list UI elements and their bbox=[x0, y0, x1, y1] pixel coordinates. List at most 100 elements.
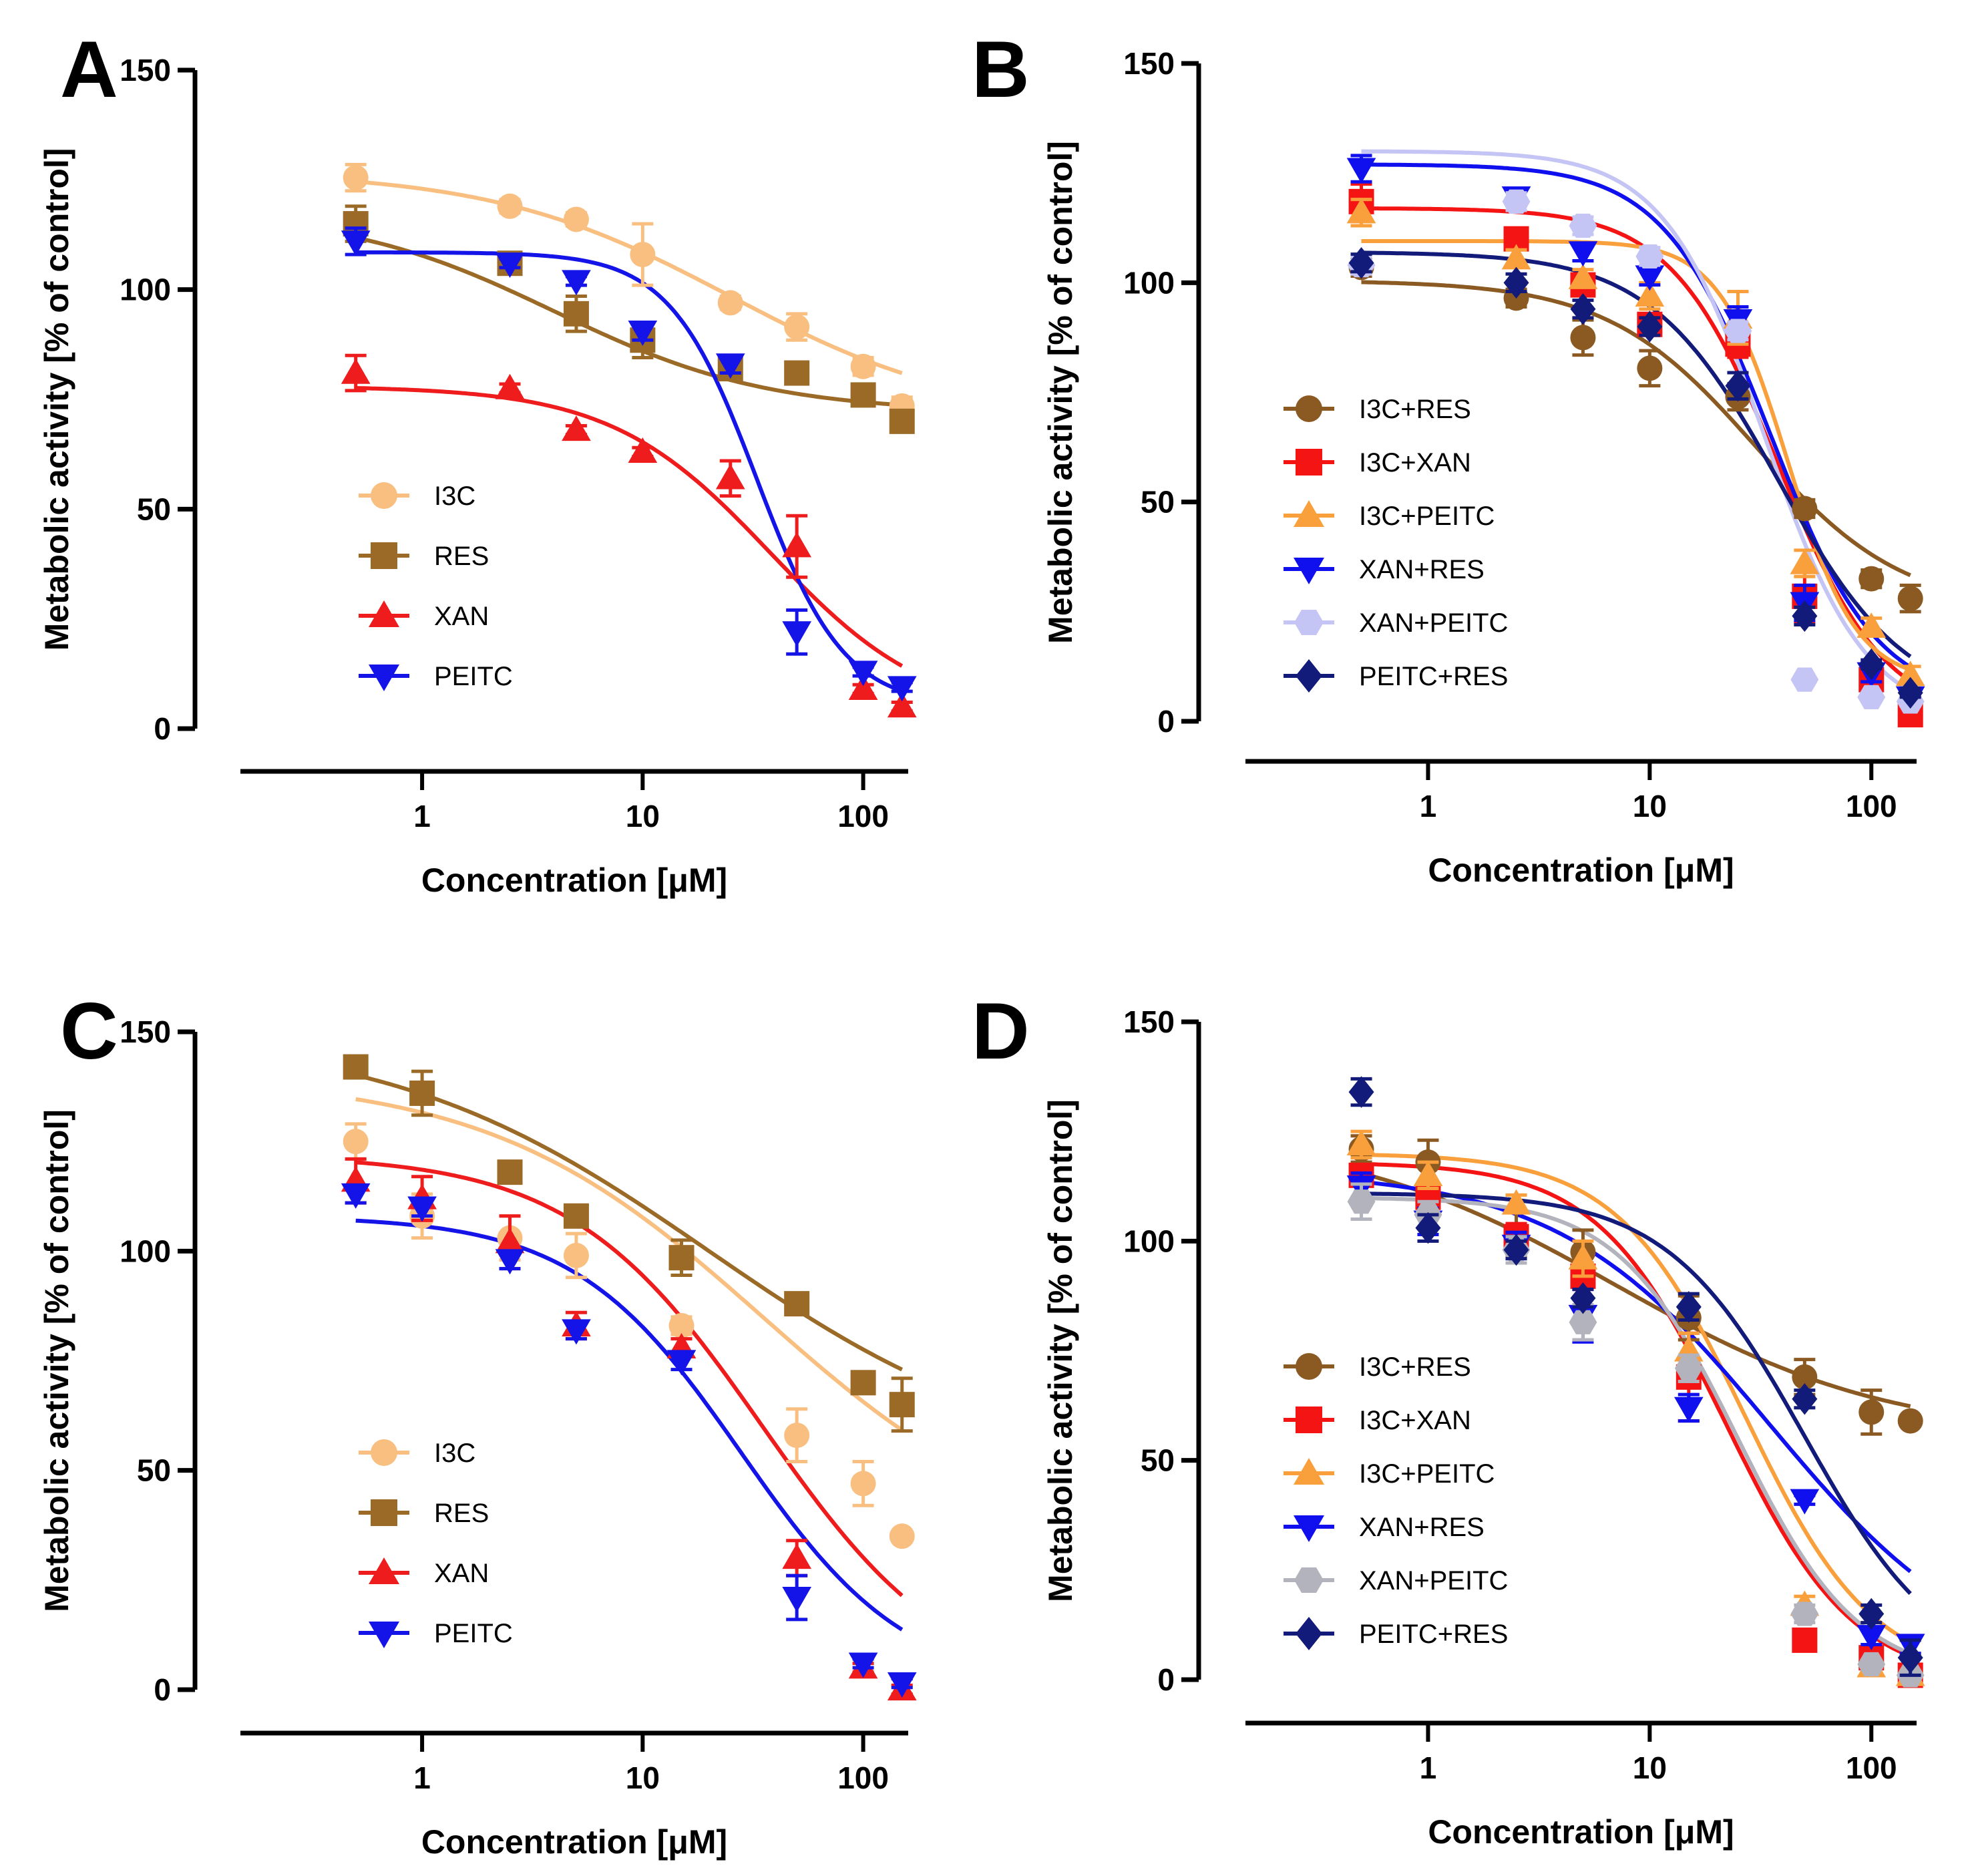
data-point-peitc-plus-res bbox=[1415, 1211, 1441, 1244]
y-tick-label: 150 bbox=[120, 53, 171, 87]
fit-curve-i3c-plus-xan bbox=[1361, 1161, 1911, 1658]
data-point-xan-plus-peitc bbox=[1724, 319, 1752, 343]
data-point-i3c-plus-peitc bbox=[1413, 1160, 1443, 1186]
data-point-res bbox=[563, 301, 589, 327]
data-point-res bbox=[784, 1291, 810, 1317]
data-point-i3c-plus-peitc bbox=[1568, 1244, 1598, 1270]
data-point-peitc bbox=[341, 1183, 371, 1209]
panel-letter: D bbox=[972, 986, 1030, 1076]
legend-label-peitc: PEITC bbox=[434, 1619, 513, 1648]
data-point-i3c-plus-res bbox=[1570, 325, 1596, 351]
x-axis-title: Concentration [μM] bbox=[1428, 1813, 1734, 1851]
legend-label-peitc-plus-res: PEITC+RES bbox=[1359, 1620, 1508, 1649]
panel-d: D 0 50 100 150 Metabolic activity [% of contr… bbox=[972, 986, 1925, 1851]
legend-label-i3c-plus-res: I3C+RES bbox=[1359, 1352, 1471, 1382]
data-point-peitc bbox=[666, 1350, 697, 1376]
fit-curve-i3c bbox=[355, 179, 903, 375]
legend-marker-i3c bbox=[371, 482, 397, 509]
data-point-xan-plus-res bbox=[1568, 241, 1598, 267]
panel-b: B 0 50 100 150 Metabolic activity [% of contr… bbox=[972, 25, 1925, 889]
data-point-i3c-plus-res bbox=[1858, 1399, 1885, 1425]
legend-label-i3c-plus-xan: I3C+XAN bbox=[1359, 448, 1471, 478]
data-point-peitc-plus-res bbox=[1503, 1234, 1529, 1266]
data-point-peitc bbox=[628, 320, 658, 346]
legend-marker-i3c-plus-peitc bbox=[1294, 1458, 1324, 1485]
data-point-res bbox=[668, 1245, 695, 1271]
data-point-i3c-plus-res bbox=[1792, 1364, 1818, 1390]
y-tick-label: 50 bbox=[1141, 1443, 1175, 1478]
data-point-xan bbox=[495, 373, 525, 399]
data-point-res bbox=[784, 360, 810, 386]
legend-label-peitc: PEITC bbox=[434, 662, 513, 691]
data-point-i3c-plus-res bbox=[1792, 496, 1818, 522]
legend-marker-xan-plus-peitc bbox=[1294, 609, 1324, 636]
data-point-peitc bbox=[715, 353, 745, 379]
data-point-peitc bbox=[887, 676, 917, 702]
data-point-res bbox=[497, 1159, 523, 1185]
legend-marker-peitc-plus-res bbox=[1296, 659, 1322, 693]
x-tick-label: 100 bbox=[837, 1760, 889, 1795]
data-point-xan-plus-peitc bbox=[1857, 1652, 1886, 1677]
data-point-xan-plus-peitc bbox=[1790, 1602, 1819, 1626]
data-point-i3c bbox=[889, 1523, 915, 1549]
fit-curve-i3c-plus-res bbox=[1361, 280, 1911, 578]
legend-label-xan-plus-peitc: XAN+PEITC bbox=[1359, 608, 1508, 638]
legend-label-i3c-plus-peitc: I3C+PEITC bbox=[1359, 1459, 1495, 1489]
legend-marker-res bbox=[371, 1499, 397, 1526]
data-point-peitc bbox=[562, 1319, 591, 1345]
legend-marker-i3c-plus-peitc bbox=[1294, 500, 1324, 527]
data-point-res bbox=[850, 1370, 876, 1396]
data-point-peitc-plus-res bbox=[1676, 1291, 1702, 1323]
fit-curve-xan bbox=[355, 386, 904, 668]
y-tick-label: 150 bbox=[1123, 46, 1175, 81]
legend-label-xan: XAN bbox=[434, 1559, 489, 1588]
fit-curve-peitc-plus-res bbox=[1361, 1191, 1912, 1596]
data-point-i3c bbox=[343, 165, 369, 191]
x-tick-label: 100 bbox=[837, 799, 889, 833]
legend-marker-peitc bbox=[369, 1622, 399, 1648]
data-point-peitc-plus-res bbox=[1570, 1282, 1596, 1314]
data-point-peitc bbox=[495, 252, 525, 278]
y-tick-label: 0 bbox=[154, 711, 171, 746]
y-tick-label: 50 bbox=[137, 492, 171, 526]
data-point-i3c-plus-peitc bbox=[1346, 1130, 1376, 1156]
data-point-xan bbox=[562, 415, 591, 441]
y-tick-label: 150 bbox=[1123, 1004, 1175, 1039]
data-point-i3c-plus-peitc bbox=[1346, 198, 1376, 224]
data-point-xan-plus-peitc bbox=[1569, 1310, 1597, 1334]
data-point-xan-plus-peitc bbox=[1635, 244, 1664, 269]
fit-curve-i3c-plus-peitc bbox=[1361, 1153, 1912, 1644]
legend-marker-i3c-plus-xan bbox=[1296, 449, 1322, 476]
data-point-i3c bbox=[668, 1312, 695, 1338]
panel-letter: C bbox=[60, 986, 118, 1076]
data-point-peitc-plus-res bbox=[1792, 600, 1818, 632]
data-point-i3c bbox=[497, 193, 523, 219]
x-tick-label: 1 bbox=[413, 799, 431, 833]
data-point-xan-plus-peitc bbox=[1502, 189, 1531, 214]
legend-label-res: RES bbox=[434, 1499, 489, 1528]
data-point-peitc-plus-res bbox=[1348, 247, 1374, 279]
data-point-peitc-plus-res bbox=[1897, 677, 1923, 709]
data-point-res bbox=[343, 1054, 369, 1080]
data-point-peitc-plus-res bbox=[1348, 1076, 1374, 1108]
legend-label-i3c-plus-xan: I3C+XAN bbox=[1359, 1406, 1471, 1435]
y-axis-title: Metabolic activity [% of control] bbox=[1042, 141, 1079, 644]
legend-marker-xan-plus-peitc bbox=[1294, 1567, 1324, 1593]
y-tick-label: 100 bbox=[1123, 1224, 1175, 1258]
panel-letter: B bbox=[972, 25, 1030, 114]
fit-curve-i3c-plus-res bbox=[1360, 1171, 1911, 1409]
data-point-peitc bbox=[407, 1196, 437, 1222]
legend-label-xan-plus-res: XAN+RES bbox=[1359, 1513, 1485, 1542]
data-point-i3c bbox=[563, 206, 589, 232]
data-point-i3c bbox=[784, 314, 810, 340]
legend-label-i3c: I3C bbox=[434, 482, 475, 511]
data-point-xan bbox=[848, 674, 878, 700]
data-point-xan-plus-peitc bbox=[1857, 685, 1886, 709]
data-point-xan bbox=[715, 463, 745, 490]
x-tick-label: 1 bbox=[1420, 1750, 1437, 1785]
data-point-xan-plus-res bbox=[1856, 1625, 1887, 1651]
data-point-i3c-plus-peitc bbox=[1635, 281, 1665, 307]
y-tick-label: 0 bbox=[1157, 704, 1175, 739]
x-tick-label: 10 bbox=[626, 1760, 660, 1795]
legend-marker-xan bbox=[369, 1557, 399, 1584]
